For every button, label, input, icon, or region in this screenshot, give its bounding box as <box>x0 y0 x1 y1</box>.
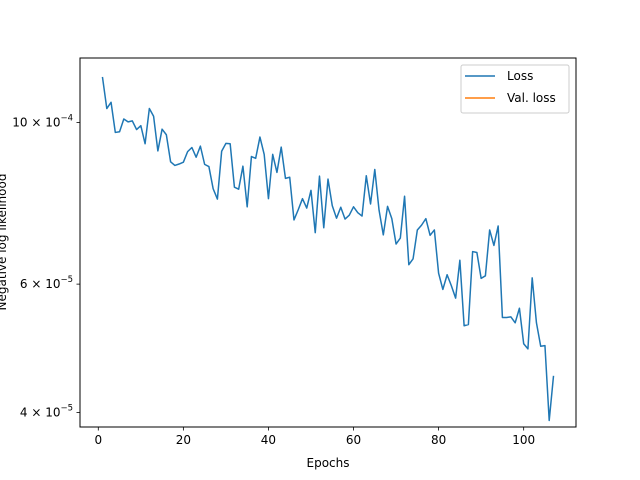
y-tick-label: 4 × 10−5 <box>20 403 73 419</box>
x-tick-label: 100 <box>512 433 535 447</box>
x-tick-label: 80 <box>431 433 446 447</box>
legend: Loss Val. loss <box>460 64 570 114</box>
plot-frame <box>79 57 577 428</box>
y-tick-label: 10 × 10−4 <box>12 113 73 129</box>
x-tick-label: 0 <box>94 433 102 447</box>
legend-label: Val. loss <box>507 91 556 105</box>
plot-area <box>101 76 555 422</box>
x-axis: 0 20 40 60 80 100 <box>94 427 535 447</box>
x-tick-label: 60 <box>346 433 361 447</box>
y-axis: 4 × 10−5 6 × 10−5 10 × 10−4 <box>12 113 80 419</box>
x-axis-label: Epochs <box>307 456 350 470</box>
x-tick-label: 20 <box>176 433 191 447</box>
series-group <box>101 76 555 422</box>
legend-label: Loss <box>507 69 533 83</box>
y-tick-label: 6 × 10−5 <box>20 275 73 291</box>
x-tick-label: 40 <box>261 433 276 447</box>
legend-box <box>460 64 570 114</box>
series-line-loss <box>101 76 555 422</box>
y-axis-label: Negative log likelihood <box>0 174 9 311</box>
